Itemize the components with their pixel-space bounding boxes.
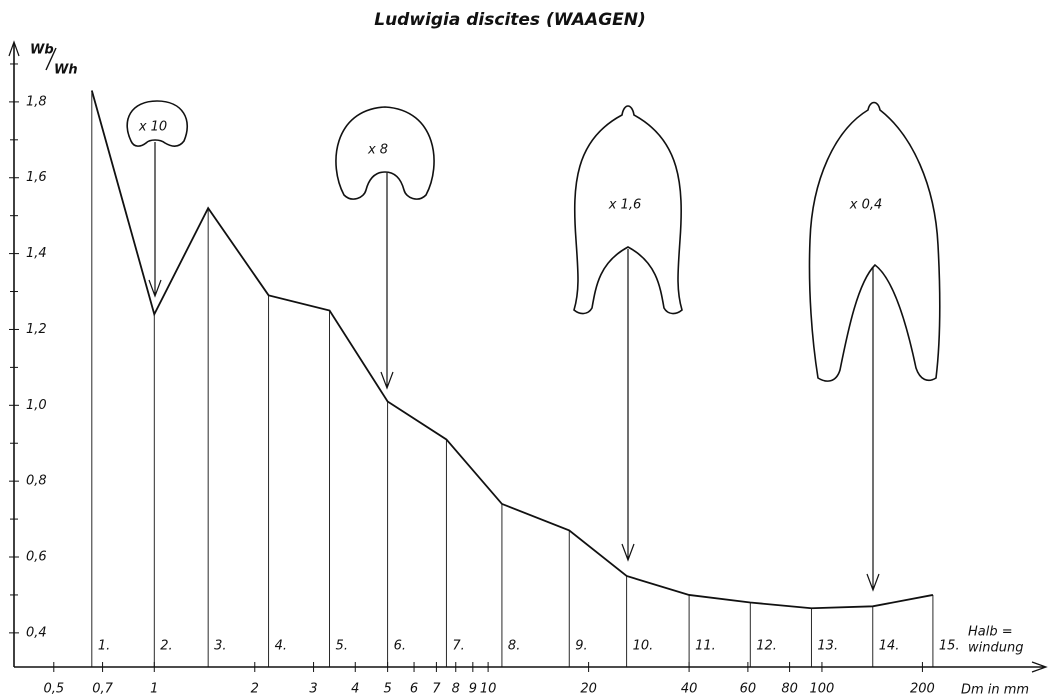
annotation: x 0,4 bbox=[849, 198, 883, 213]
y-tick-label: 1,0 bbox=[26, 398, 47, 413]
x-tick-label: 0,5 bbox=[43, 682, 64, 697]
arrow bbox=[381, 173, 393, 388]
arrow bbox=[622, 249, 634, 560]
x-tick-label: 3 bbox=[309, 682, 317, 697]
y-tick-label: 0,4 bbox=[26, 625, 47, 640]
x-label: Dm in mm bbox=[961, 683, 1029, 698]
x-tick-label: 6 bbox=[410, 682, 418, 697]
halfwhorl-title: windung bbox=[968, 641, 1023, 656]
annotation: x 8 bbox=[367, 143, 388, 158]
arrow bbox=[149, 142, 161, 296]
x-tick-label: 40 bbox=[681, 682, 698, 697]
halfwhorl-label: 1. bbox=[98, 639, 110, 654]
annotation: x 1,6 bbox=[608, 198, 642, 213]
halfwhorl-label: 2. bbox=[160, 639, 172, 654]
halfwhorl-label: 15. bbox=[939, 639, 960, 654]
x-tick-label: 10 bbox=[480, 682, 497, 697]
x-tick-label: 9 bbox=[469, 682, 477, 697]
halfwhorl-label: 11. bbox=[695, 639, 716, 654]
y-tick-label: 1,6 bbox=[26, 170, 47, 185]
cross-section bbox=[809, 103, 939, 382]
x-tick-label: 80 bbox=[781, 682, 798, 697]
y-label-top: Wb bbox=[30, 43, 54, 58]
annotation: x 10 bbox=[138, 120, 167, 135]
x-tick-label: 20 bbox=[580, 682, 597, 697]
halfwhorl-label: 14. bbox=[879, 639, 900, 654]
y-tick-label: 0,6 bbox=[26, 550, 47, 565]
halfwhorl-label: 7. bbox=[452, 639, 464, 654]
chart: Ludwigia discites (WAAGEN) Wb Wh Dm in m… bbox=[0, 0, 1052, 699]
x-tick-label: 0,7 bbox=[92, 682, 113, 697]
x-tick-label: 200 bbox=[910, 682, 935, 697]
y-tick-label: 1,4 bbox=[26, 246, 47, 261]
halfwhorl-label: 8. bbox=[508, 639, 520, 654]
halfwhorl-label: 6. bbox=[394, 639, 406, 654]
halfwhorl-label: 3. bbox=[214, 639, 226, 654]
halfwhorl-label: 4. bbox=[275, 639, 287, 654]
x-tick-label: 8 bbox=[452, 682, 460, 697]
y-tick-label: 1,8 bbox=[26, 94, 47, 109]
halfwhorl-label: 13. bbox=[817, 639, 838, 654]
y-tick-label: 1,2 bbox=[26, 322, 47, 337]
halfwhorl-label: 5. bbox=[336, 639, 348, 654]
x-tick-label: 4 bbox=[351, 682, 359, 697]
arrow bbox=[867, 267, 879, 590]
data-line bbox=[92, 91, 933, 609]
x-tick-label: 7 bbox=[432, 682, 441, 697]
chart-title: Ludwigia discites (WAAGEN) bbox=[374, 10, 646, 30]
x-tick-label: 100 bbox=[810, 682, 835, 697]
x-tick-label: 60 bbox=[740, 682, 757, 697]
halfwhorl-title: Halb = bbox=[968, 625, 1013, 640]
y-label-bottom: Wh bbox=[54, 63, 78, 78]
halfwhorl-label: 12. bbox=[756, 639, 777, 654]
halfwhorl-label: 9. bbox=[575, 639, 587, 654]
halfwhorl-label: 10. bbox=[633, 639, 654, 654]
x-tick-label: 5 bbox=[383, 682, 391, 697]
x-tick-label: 2 bbox=[251, 682, 259, 697]
y-tick-label: 0,8 bbox=[26, 474, 47, 489]
x-tick-label: 1 bbox=[150, 682, 158, 697]
